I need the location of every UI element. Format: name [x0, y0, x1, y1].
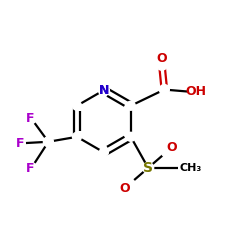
Text: S: S: [143, 161, 153, 175]
Text: N: N: [99, 84, 109, 97]
Circle shape: [143, 162, 154, 173]
Text: O: O: [156, 52, 167, 65]
Circle shape: [124, 178, 135, 190]
Circle shape: [159, 84, 169, 94]
Circle shape: [161, 146, 172, 157]
Circle shape: [156, 59, 167, 70]
Text: O: O: [166, 141, 176, 154]
Text: OH: OH: [186, 85, 206, 98]
Text: N: N: [99, 84, 109, 97]
Text: F: F: [26, 112, 34, 125]
Circle shape: [126, 132, 135, 141]
Text: O: O: [120, 182, 130, 195]
Circle shape: [126, 101, 135, 110]
Circle shape: [100, 148, 108, 157]
Text: F: F: [16, 136, 25, 149]
Text: F: F: [26, 162, 34, 175]
Circle shape: [98, 85, 109, 96]
Circle shape: [72, 101, 82, 110]
Circle shape: [72, 132, 82, 141]
Text: CH₃: CH₃: [179, 163, 202, 173]
Circle shape: [44, 137, 53, 147]
